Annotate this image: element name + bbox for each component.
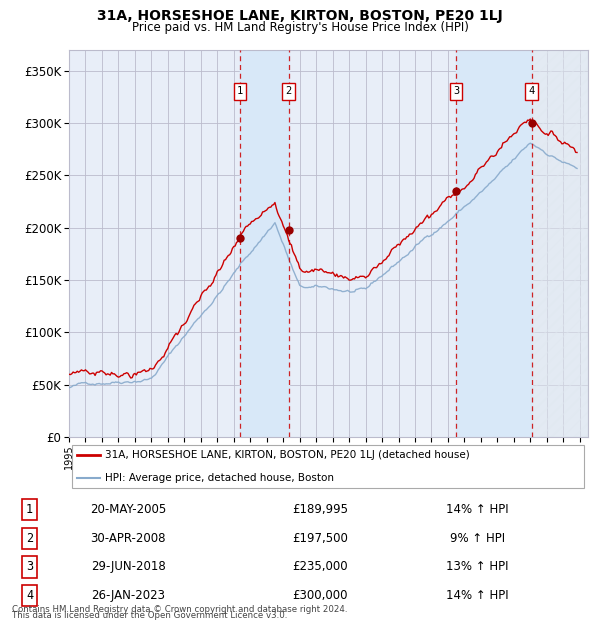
Text: 31A, HORSESHOE LANE, KIRTON, BOSTON, PE20 1LJ (detached house): 31A, HORSESHOE LANE, KIRTON, BOSTON, PE2… <box>106 450 470 460</box>
Text: Contains HM Land Registry data © Crown copyright and database right 2024.: Contains HM Land Registry data © Crown c… <box>12 604 347 614</box>
Text: 14% ↑ HPI: 14% ↑ HPI <box>446 589 509 602</box>
Text: £189,995: £189,995 <box>292 503 349 516</box>
Text: 2: 2 <box>26 532 33 545</box>
Text: £300,000: £300,000 <box>293 589 348 602</box>
Text: 1: 1 <box>237 87 243 97</box>
Text: 1: 1 <box>26 503 33 516</box>
Text: 20-MAY-2005: 20-MAY-2005 <box>90 503 167 516</box>
Text: 13% ↑ HPI: 13% ↑ HPI <box>446 560 509 574</box>
Bar <box>240 50 289 437</box>
Text: 3: 3 <box>26 560 33 574</box>
Text: £235,000: £235,000 <box>293 560 348 574</box>
Text: HPI: Average price, detached house, Boston: HPI: Average price, detached house, Bost… <box>106 473 334 483</box>
Text: 14% ↑ HPI: 14% ↑ HPI <box>446 503 509 516</box>
Text: 30-APR-2008: 30-APR-2008 <box>91 532 166 545</box>
Bar <box>532 50 588 437</box>
Bar <box>456 50 532 437</box>
Text: 31A, HORSESHOE LANE, KIRTON, BOSTON, PE20 1LJ: 31A, HORSESHOE LANE, KIRTON, BOSTON, PE2… <box>97 9 503 24</box>
Text: This data is licensed under the Open Government Licence v3.0.: This data is licensed under the Open Gov… <box>12 611 287 620</box>
Text: 4: 4 <box>26 589 33 602</box>
Text: £197,500: £197,500 <box>293 532 349 545</box>
Text: 26-JAN-2023: 26-JAN-2023 <box>91 589 166 602</box>
FancyBboxPatch shape <box>71 445 584 488</box>
Text: 9% ↑ HPI: 9% ↑ HPI <box>450 532 505 545</box>
Text: 2: 2 <box>286 87 292 97</box>
Text: 4: 4 <box>529 87 535 97</box>
Text: Price paid vs. HM Land Registry's House Price Index (HPI): Price paid vs. HM Land Registry's House … <box>131 21 469 34</box>
Text: 3: 3 <box>453 87 460 97</box>
Text: 29-JUN-2018: 29-JUN-2018 <box>91 560 166 574</box>
